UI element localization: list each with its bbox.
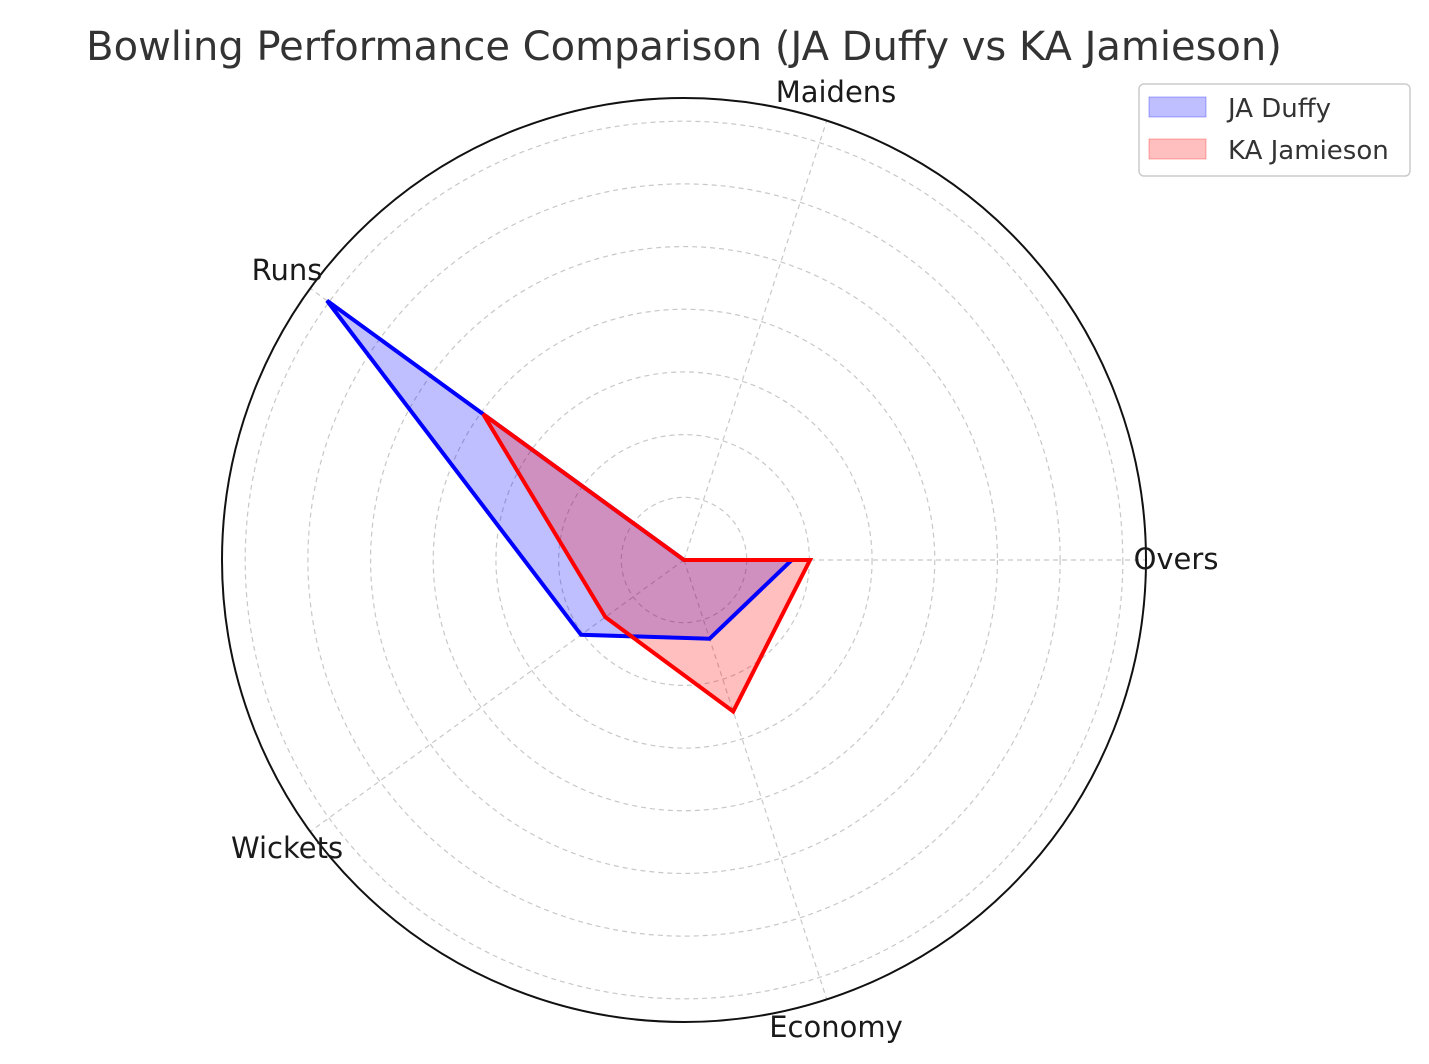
- grid-spoke: [683, 120, 828, 561]
- axis-label-economy: Economy: [769, 1010, 903, 1044]
- grid-ring: [369, 245, 999, 875]
- series-fill-1: [483, 414, 810, 712]
- grid-spoke: [309, 559, 685, 833]
- chart-title: Bowling Performance Comparison (JA Duffy…: [86, 24, 1282, 70]
- legend-box: [1138, 83, 1411, 177]
- axis-label-runs: Runs: [252, 253, 323, 287]
- series-layer: [325, 298, 814, 715]
- grid-ring: [495, 371, 873, 749]
- grid-spoke: [683, 559, 828, 1000]
- legend: JA Duffy KA Jamieson: [1138, 83, 1411, 177]
- series-line-1: [481, 412, 814, 715]
- axis-label-wickets: Wickets: [231, 831, 343, 865]
- legend-label-ja-duffy: JA Duffy: [1226, 94, 1331, 124]
- axis-label-maidens: Maidens: [776, 75, 897, 109]
- axis-label-overs: Overs: [1134, 542, 1219, 576]
- legend-swatch-ja-duffy: [1148, 96, 1207, 118]
- legend-swatch-ka-jamieson: [1148, 138, 1207, 160]
- legend-label-ka-jamieson: KA Jamieson: [1228, 136, 1389, 166]
- outer-frame: [221, 97, 1147, 1023]
- grid-ring: [244, 120, 1124, 1000]
- grid-ring: [307, 183, 1061, 937]
- grid-ring: [432, 308, 936, 812]
- axis-labels: Overs Maidens Runs Wickets Economy: [231, 75, 1219, 1044]
